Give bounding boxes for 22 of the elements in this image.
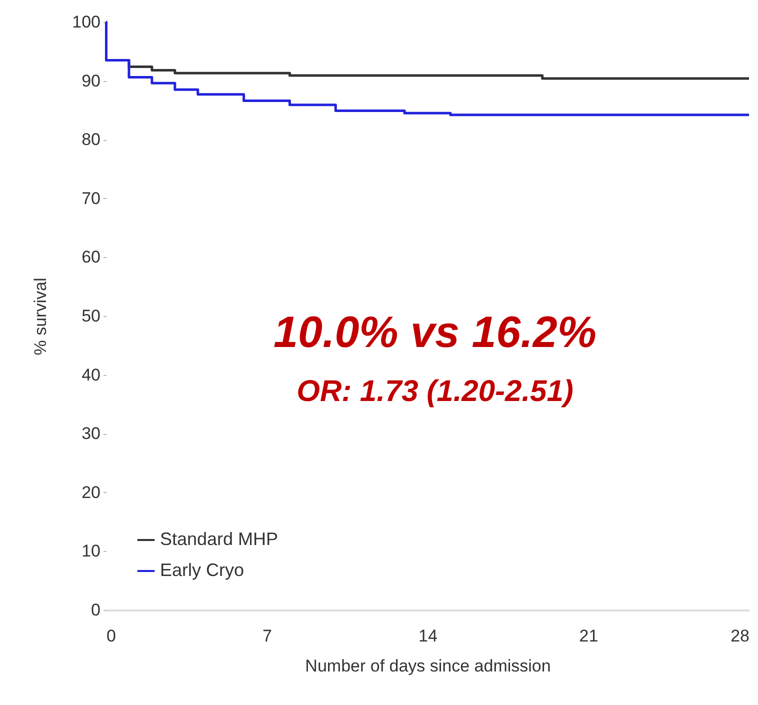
y-tick-label: 0 [91,600,100,620]
y-tick-label: 70 [82,188,100,208]
x-tick-label: 21 [579,626,598,646]
x-tick-label: 0 [106,626,116,646]
annotation: OR: 1.73 (1.20-2.51) [296,375,574,408]
legend-label: Standard MHP [160,529,278,549]
y-tick-label: 80 [82,130,100,150]
y-tick-label: 20 [82,482,100,502]
y-axis-title: % survival [31,278,50,356]
y-tick-label: 90 [82,71,100,90]
x-tick-label: 7 [262,626,272,646]
annotation: 10.0% vs 16.2% [274,308,596,357]
y-tick-label: 100 [72,12,100,32]
y-tick-label: 10 [82,542,100,561]
y-tick-label: 60 [82,248,100,267]
y-tick-label: 40 [82,365,100,384]
x-axis-title: Number of days since admission [305,656,551,676]
x-tick-label: 14 [418,626,438,646]
x-tick-label: 28 [730,626,750,646]
y-tick-label: 50 [82,306,100,326]
y-tick-label: 30 [82,424,100,444]
legend-label: Early Cryo [160,560,244,580]
